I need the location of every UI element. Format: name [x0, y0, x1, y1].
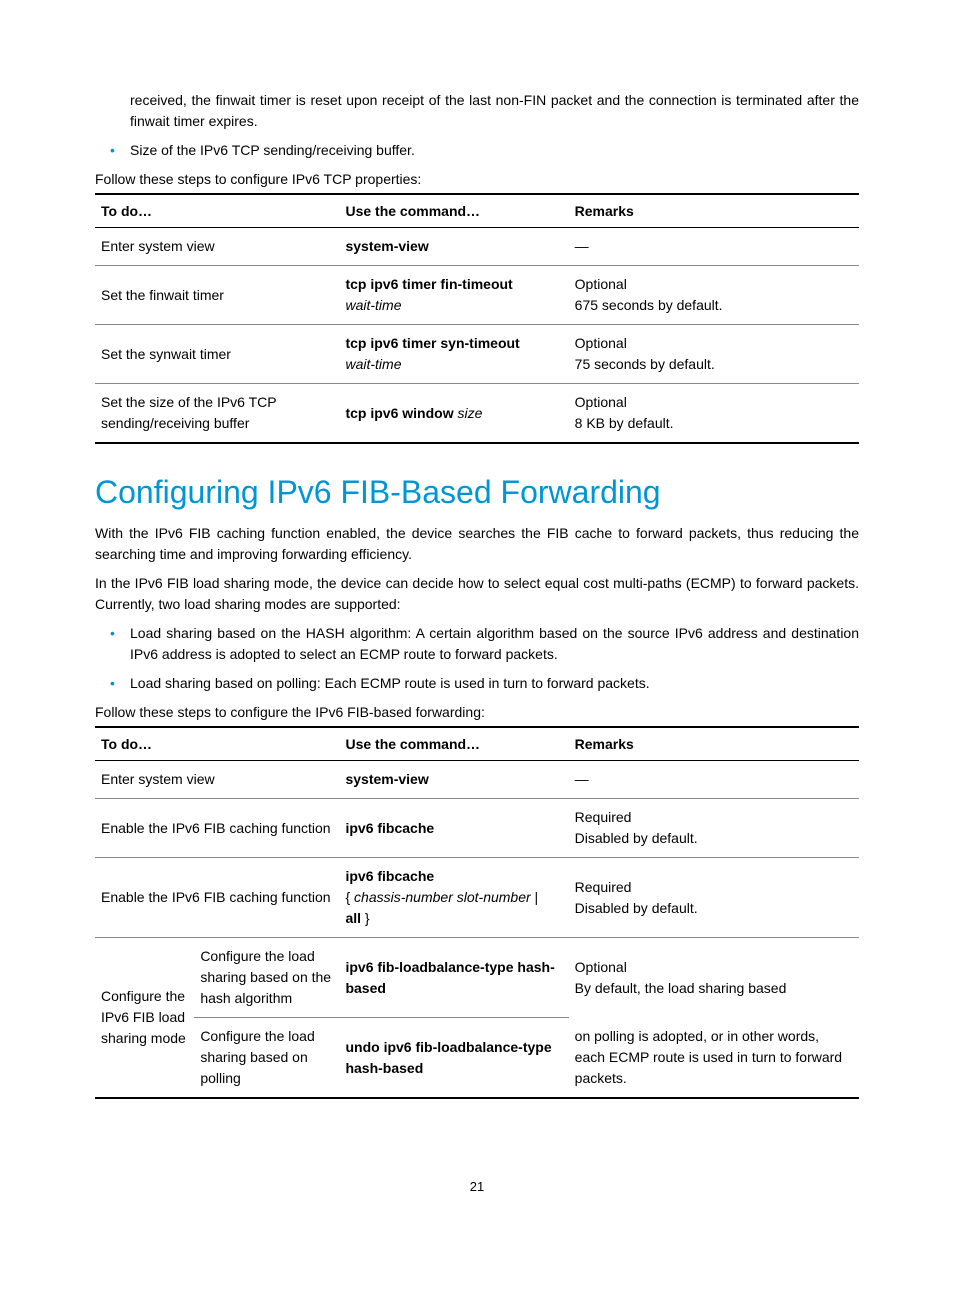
- table-row: Enter system view system-view —: [95, 761, 859, 799]
- cell: Configure the load sharing based on poll…: [194, 1018, 339, 1099]
- fib-forwarding-table: To do… Use the command… Remarks Enter sy…: [95, 726, 859, 1099]
- table-row: Configure the IPv6 FIB load sharing mode…: [95, 938, 859, 1018]
- cell: —: [569, 761, 859, 799]
- cell: Set the finwait timer: [95, 266, 339, 325]
- bullet-list: Load sharing based on the HASH algorithm…: [95, 623, 859, 694]
- cell: ipv6 fib-loadbalance-type hash-based: [339, 938, 568, 1018]
- table-row: Enable the IPv6 FIB caching function ipv…: [95, 858, 859, 938]
- page-number: 21: [95, 1179, 859, 1194]
- cell: Configure the load sharing based on the …: [194, 938, 339, 1018]
- bullet-list: Size of the IPv6 TCP sending/receiving b…: [95, 140, 859, 161]
- table-row: Set the size of the IPv6 TCPsending/rece…: [95, 384, 859, 444]
- cell: undo ipv6 fib-loadbalance-type hash-base…: [339, 1018, 568, 1099]
- paragraph: received, the finwait timer is reset upo…: [130, 90, 859, 132]
- column-header: To do…: [95, 727, 339, 761]
- column-header: Use the command…: [339, 194, 568, 228]
- list-item: Size of the IPv6 TCP sending/receiving b…: [130, 140, 859, 161]
- cell: OptionalBy default, the load sharing bas…: [569, 938, 859, 1018]
- cell: system-view: [339, 761, 568, 799]
- table-row: Enter system view system-view —: [95, 228, 859, 266]
- paragraph: In the IPv6 FIB load sharing mode, the d…: [95, 573, 859, 615]
- cell: Enable the IPv6 FIB caching function: [95, 799, 339, 858]
- paragraph: Follow these steps to configure the IPv6…: [95, 704, 859, 720]
- cell: Optional675 seconds by default.: [569, 266, 859, 325]
- table-row: Enable the IPv6 FIB caching function ipv…: [95, 799, 859, 858]
- paragraph: Follow these steps to configure IPv6 TCP…: [95, 171, 859, 187]
- cell: ipv6 fibcache{ chassis-number slot-numbe…: [339, 858, 568, 938]
- page: received, the finwait timer is reset upo…: [0, 0, 954, 1244]
- cell: Enable the IPv6 FIB caching function: [95, 858, 339, 938]
- cell: Enter system view: [95, 761, 339, 799]
- cell: ipv6 fibcache: [339, 799, 568, 858]
- column-header: To do…: [95, 194, 339, 228]
- paragraph: With the IPv6 FIB caching function enabl…: [95, 523, 859, 565]
- cell: tcp ipv6 window size: [339, 384, 568, 444]
- cell: RequiredDisabled by default.: [569, 799, 859, 858]
- cell: Set the size of the IPv6 TCPsending/rece…: [95, 384, 339, 444]
- section-heading: Configuring IPv6 FIB-Based Forwarding: [95, 474, 859, 511]
- table-row: Configure the load sharing based on poll…: [95, 1018, 859, 1099]
- table-row: Set the synwait timer tcp ipv6 timer syn…: [95, 325, 859, 384]
- table-row: Set the finwait timer tcp ipv6 timer fin…: [95, 266, 859, 325]
- cell: Optional8 KB by default.: [569, 384, 859, 444]
- cell: Enter system view: [95, 228, 339, 266]
- tcp-properties-table: To do… Use the command… Remarks Enter sy…: [95, 193, 859, 444]
- cell: tcp ipv6 timer fin-timeoutwait-time: [339, 266, 568, 325]
- cell: —: [569, 228, 859, 266]
- cell: Optional75 seconds by default.: [569, 325, 859, 384]
- list-item: Load sharing based on the HASH algorithm…: [130, 623, 859, 665]
- cell: Configure the IPv6 FIB load sharing mode: [95, 938, 194, 1099]
- column-header: Remarks: [569, 194, 859, 228]
- cell: Set the synwait timer: [95, 325, 339, 384]
- column-header: Remarks: [569, 727, 859, 761]
- cell: on polling is adopted, or in other words…: [569, 1018, 859, 1099]
- cell: tcp ipv6 timer syn-timeoutwait-time: [339, 325, 568, 384]
- cell: system-view: [339, 228, 568, 266]
- cell: RequiredDisabled by default.: [569, 858, 859, 938]
- list-item: Load sharing based on polling: Each ECMP…: [130, 673, 859, 694]
- column-header: Use the command…: [339, 727, 568, 761]
